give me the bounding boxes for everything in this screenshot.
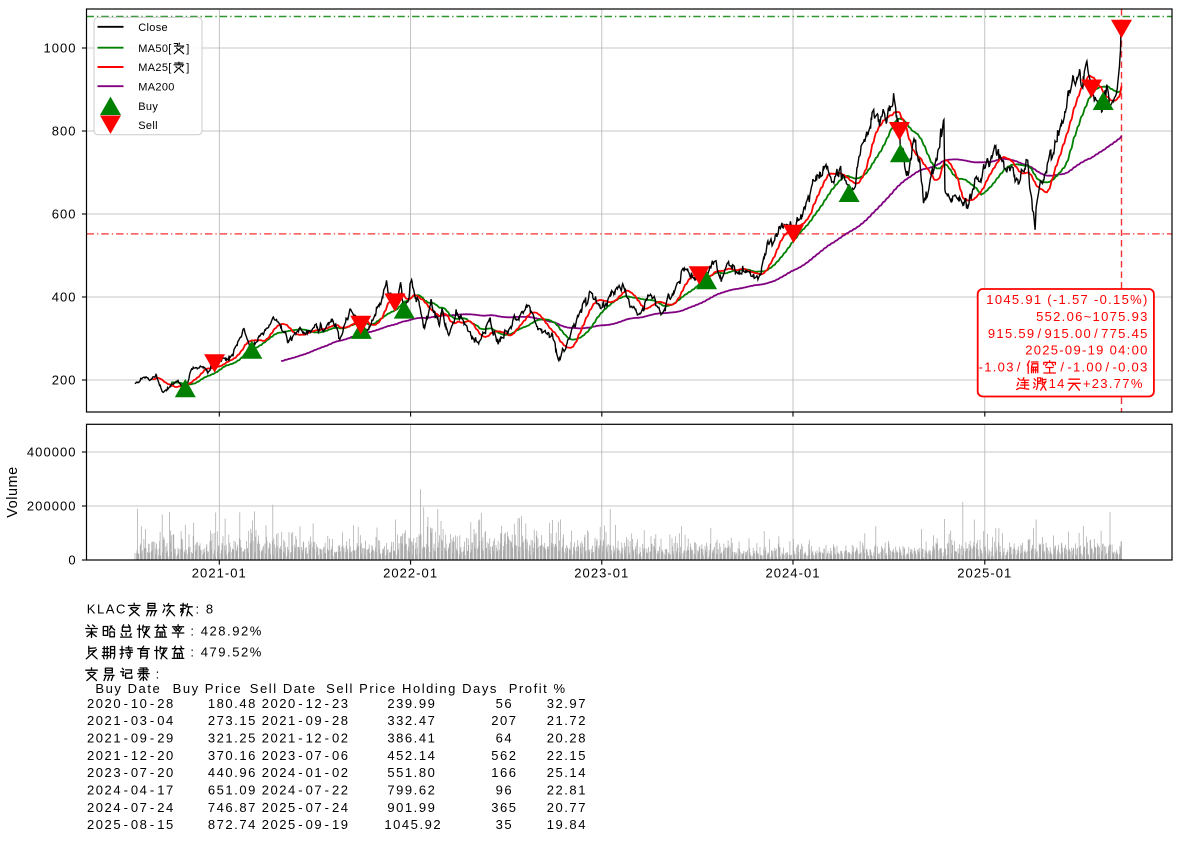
svg-text:2021-03-04: 2021-03-04 [87,713,175,728]
svg-text:2025-01: 2025-01 [957,566,1012,581]
svg-text:+23.77%: +23.77% [1083,376,1144,391]
svg-text:]: ] [186,43,189,55]
svg-text:2021-09-28: 2021-09-28 [262,713,350,728]
svg-text:/-1.00/-0.03: / -1.00/-0.03 [1060,359,1148,374]
svg-text:20.28: 20.28 [547,731,587,746]
svg-text:Close: Close [138,22,168,34]
svg-text:: 428.92%: : 428.92% [190,623,263,638]
svg-text:901.99: 901.99 [387,800,436,815]
svg-text:Volume: Volume [5,466,21,517]
svg-text:Buy Date: Buy Date [95,681,161,696]
svg-text:370.16: 370.16 [208,748,257,763]
svg-text:96: 96 [496,783,514,798]
svg-text:552.06~1075.93: 552.06~1075.93 [1036,309,1149,324]
svg-text:2023-07-06: 2023-07-06 [262,748,350,763]
svg-text:MA25[: MA25[ [138,62,171,74]
svg-text:440.96: 440.96 [208,765,257,780]
svg-text:562: 562 [491,748,517,763]
svg-text:2020-10-28: 2020-10-28 [87,696,175,711]
svg-text:273.15: 273.15 [208,713,257,728]
svg-text:2021-12-20: 2021-12-20 [87,748,175,763]
svg-text:2025-09-19: 2025-09-19 [262,817,350,832]
svg-text:21.72: 21.72 [547,713,587,728]
svg-text:321.25: 321.25 [208,731,257,746]
svg-text:1045.92: 1045.92 [384,817,442,832]
svg-text:2025-07-24: 2025-07-24 [262,800,350,815]
svg-text:551.80: 551.80 [387,765,436,780]
svg-text:915.59/915.00/775.45: 915.59/915.00/775.45 [988,326,1149,341]
svg-text:Holding Days: Holding Days [402,681,498,696]
svg-text:180.48: 180.48 [208,696,257,711]
svg-text:452.14: 452.14 [387,748,436,763]
svg-text:239.99: 239.99 [387,696,436,711]
svg-text:1000: 1000 [43,41,76,56]
svg-text:22.81: 22.81 [547,783,587,798]
svg-text:MA50[: MA50[ [138,43,171,55]
svg-text:Buy: Buy [138,101,158,113]
svg-text:25.14: 25.14 [547,765,587,780]
svg-text:Sell Price: Sell Price [326,681,396,696]
svg-text:200: 200 [52,373,77,388]
svg-text:2023-01: 2023-01 [574,566,629,581]
svg-text:64: 64 [496,731,514,746]
svg-text:200000: 200000 [27,499,77,514]
svg-text:400000: 400000 [27,445,77,460]
svg-text:56: 56 [496,696,514,711]
svg-text:2020-12-23: 2020-12-23 [262,696,350,711]
svg-text:2023-07-20: 2023-07-20 [87,765,175,780]
svg-text:651.09: 651.09 [208,783,257,798]
svg-text::: : [156,666,161,681]
svg-text:32.97: 32.97 [547,696,587,711]
svg-text:2021-12-02: 2021-12-02 [262,731,350,746]
svg-text:2024-04-17: 2024-04-17 [87,783,175,798]
svg-text:19.84: 19.84 [547,817,587,832]
svg-text:400: 400 [52,290,77,305]
svg-text:2025-09-19 04:00: 2025-09-19 04:00 [1025,343,1148,358]
svg-text:22.15: 22.15 [547,748,587,763]
svg-text:166: 166 [491,765,517,780]
svg-text:Sell: Sell [138,120,158,132]
svg-text:872.74: 872.74 [208,817,257,832]
svg-text:MA200: MA200 [138,81,174,93]
svg-text:799.62: 799.62 [387,783,436,798]
svg-text:332.47: 332.47 [387,713,436,728]
svg-text:746.87: 746.87 [208,800,257,815]
svg-text:35: 35 [496,817,514,832]
svg-text:2024-01: 2024-01 [765,566,820,581]
svg-text:2024-07-22: 2024-07-22 [262,783,350,798]
svg-text:800: 800 [52,124,77,139]
svg-text:2025-08-15: 2025-08-15 [87,817,175,832]
svg-text:Sell Date: Sell Date [250,681,317,696]
svg-text:20.77: 20.77 [547,800,587,815]
svg-text:: 8: : 8 [196,602,215,617]
svg-text:2024-07-24: 2024-07-24 [87,800,175,815]
svg-text:14: 14 [1049,376,1066,391]
svg-text:2021-09-29: 2021-09-29 [87,731,175,746]
svg-text:600: 600 [52,207,77,222]
svg-text:-1.03/: -1.03/ [979,359,1022,374]
svg-text:2021-01: 2021-01 [192,566,247,581]
svg-text:KLAC: KLAC [87,602,127,617]
svg-text:: 479.52%: : 479.52% [190,645,263,660]
svg-text:365: 365 [491,800,517,815]
svg-text:Buy Price: Buy Price [173,681,243,696]
svg-text:207: 207 [491,713,517,728]
svg-text:]: ] [186,62,189,74]
svg-text:2022-01: 2022-01 [383,566,438,581]
svg-text:2024-01-02: 2024-01-02 [262,765,350,780]
svg-text:0: 0 [68,553,76,568]
svg-text:1045.91 (-1.57 -0.15%): 1045.91 (-1.57 -0.15%) [986,292,1148,307]
svg-text:Profit %: Profit % [509,681,567,696]
svg-text:386.41: 386.41 [387,731,436,746]
